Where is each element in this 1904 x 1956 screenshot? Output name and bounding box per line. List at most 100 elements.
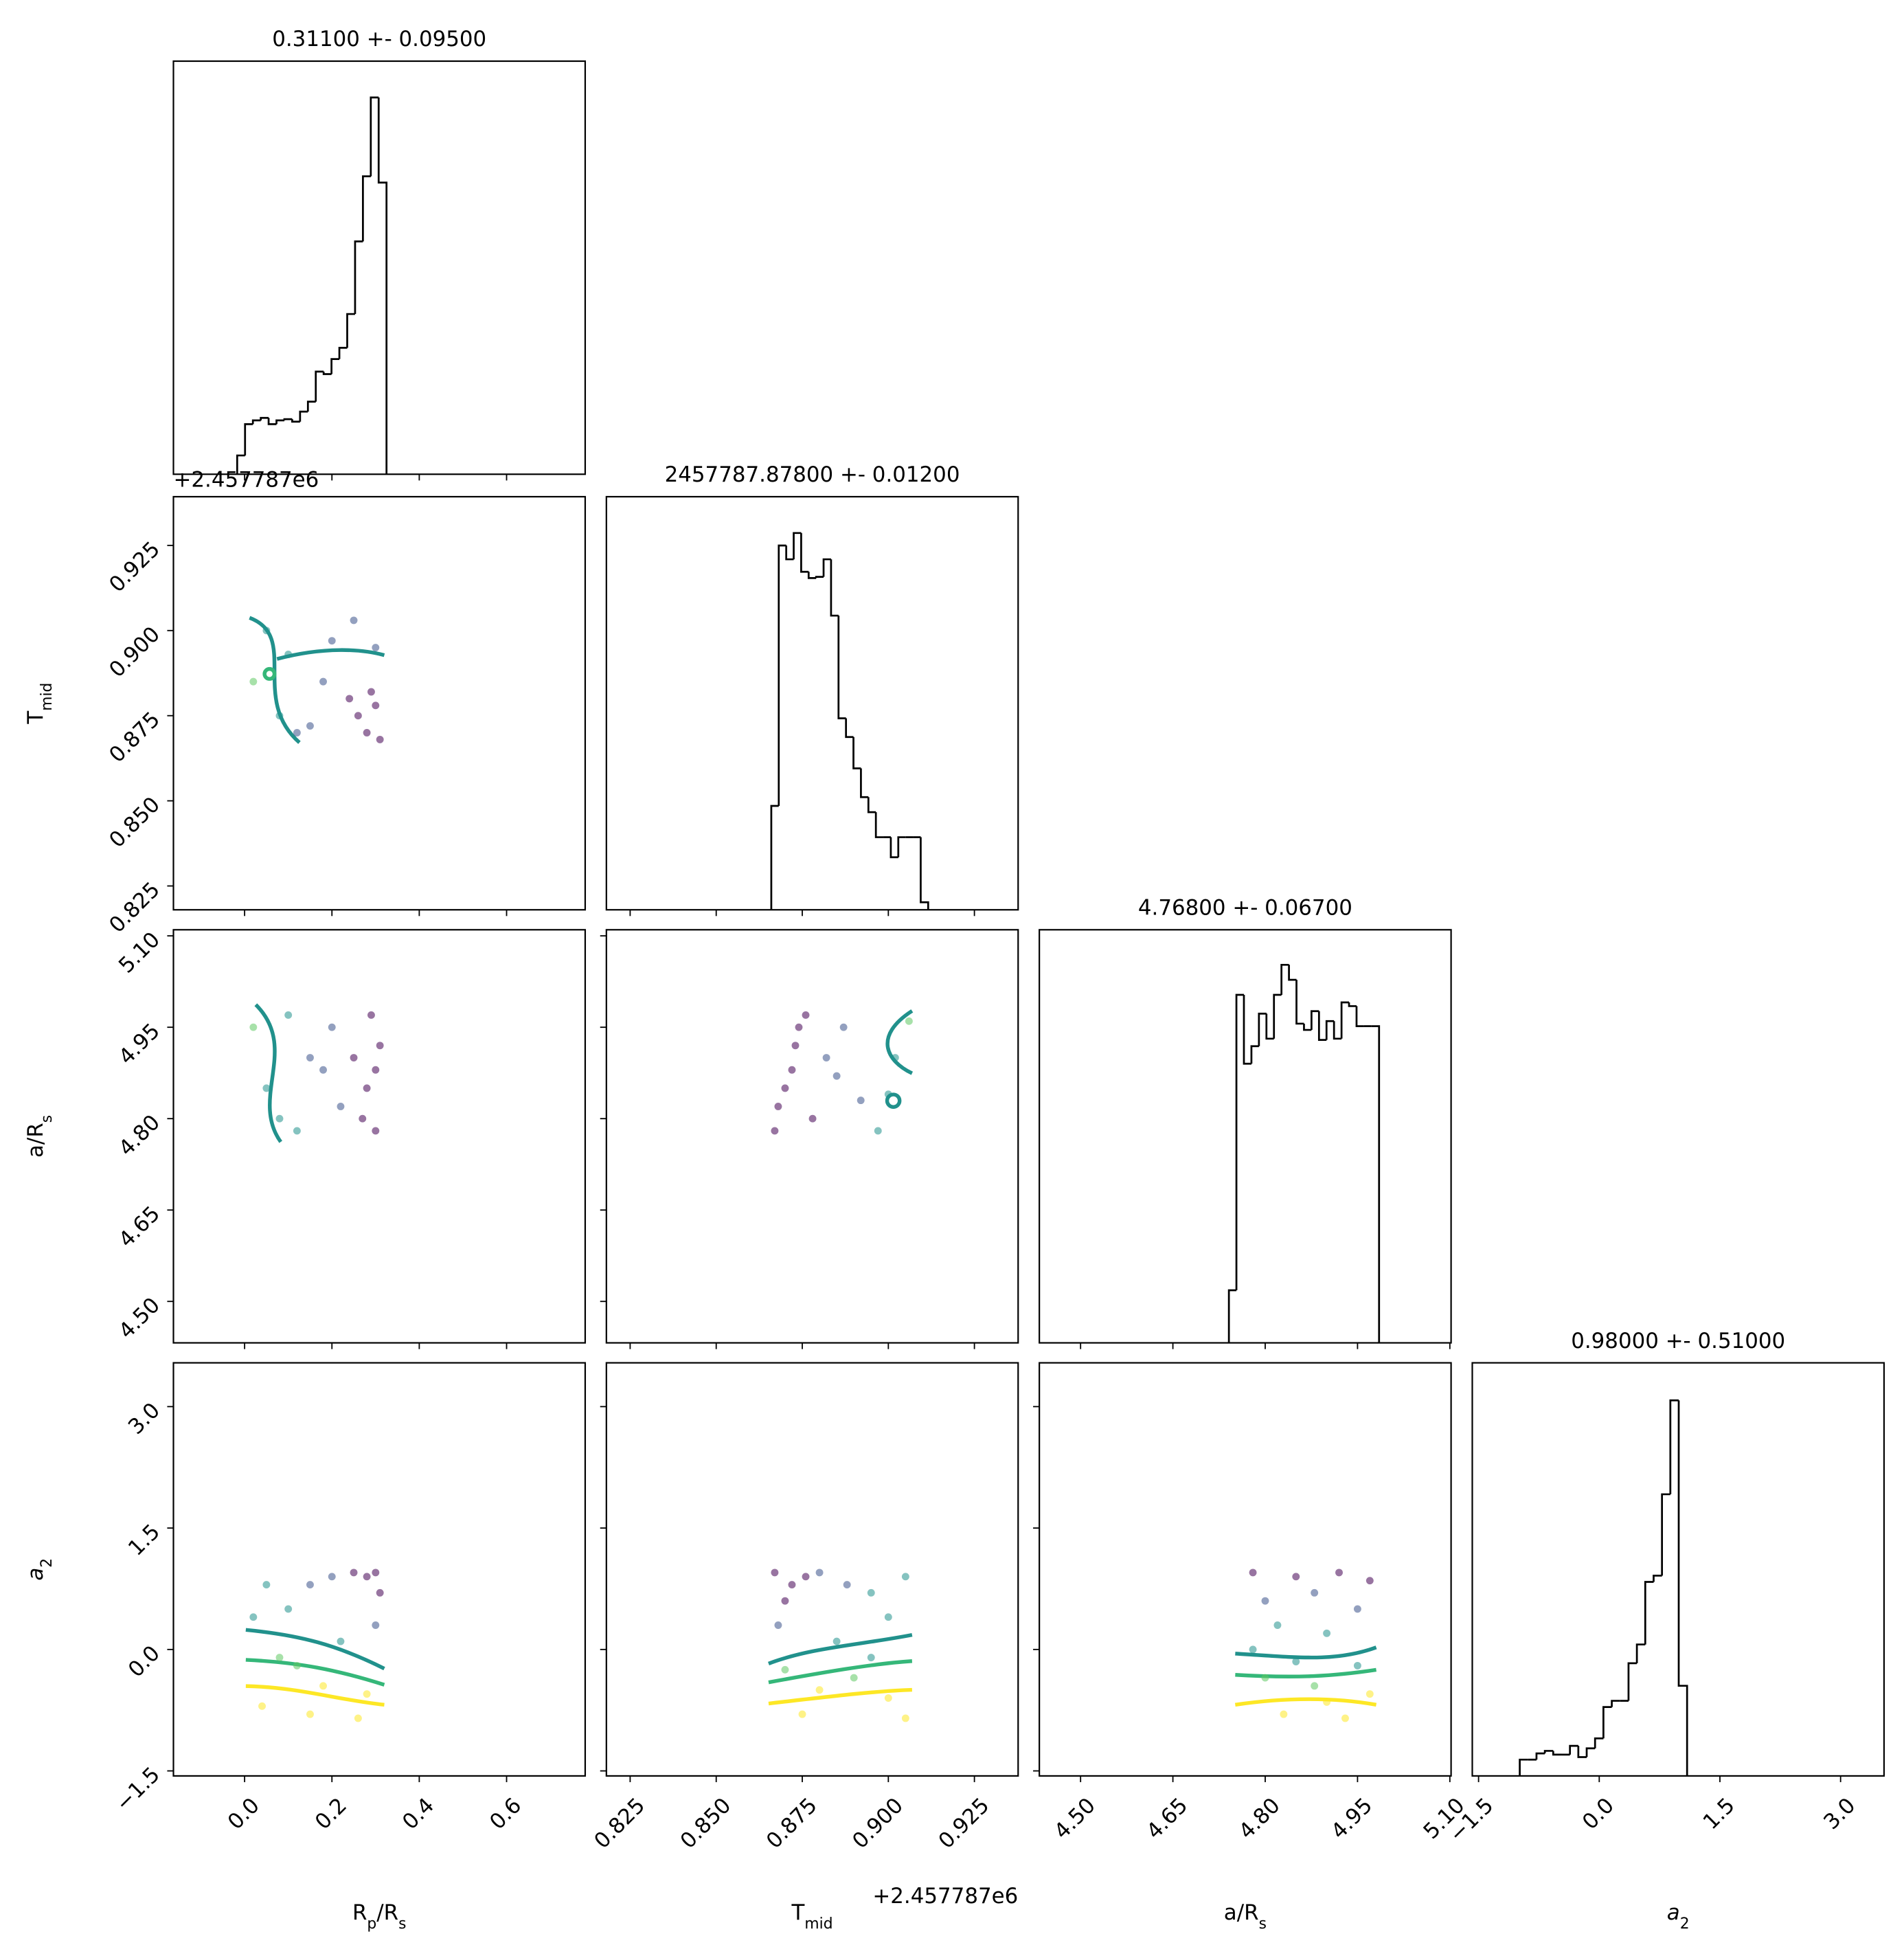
histogram-bin [1273,993,1282,1039]
sample-point [1323,1698,1331,1706]
axis-label-part: T [23,711,48,725]
histogram-bin [322,371,332,375]
histogram-bin [1644,1581,1654,1645]
histogram-bin [377,97,388,475]
x-tick-label: 4.80 [1234,1793,1285,1844]
x-tick-label: 0.900 [848,1793,908,1854]
panel [600,929,1019,1349]
histogram-bin [370,96,379,177]
sample-point [1323,1629,1331,1637]
contour [254,1003,282,1143]
sample-point [262,627,271,635]
histogram-bin [1535,1752,1545,1760]
axis-label-part: s [1259,1915,1267,1932]
histogram-bin [1280,963,1289,996]
sample-point [306,1054,314,1061]
sample-point [774,1621,782,1629]
panel-title: 4.76800 +- 0.06700 [1138,895,1352,920]
histogram-bin [1653,1575,1662,1582]
histogram-bin [306,401,316,412]
contour [768,1632,913,1665]
histogram-bin [1355,1006,1364,1027]
sample-point [367,1011,375,1019]
x-tick-label: 1.5 [1699,1793,1740,1834]
x-tick-label: 0.875 [762,1793,822,1854]
histogram-bin [807,572,817,579]
axis-label-part: s [398,1915,406,1932]
axes-frame [172,495,587,911]
axis-label: a/Rs [1224,1900,1267,1933]
sample-point [857,1097,865,1105]
contour [885,1092,902,1109]
sample-point [1353,1605,1361,1613]
sample-point [284,1011,293,1019]
sample-point [1273,1621,1282,1629]
sample-point [832,1637,841,1645]
histogram-bin [1552,1751,1562,1756]
histogram-bin [251,419,261,425]
x-tick-label: 0.2 [310,1793,352,1834]
sample-point [293,1127,301,1135]
axis-label-part: 2 [38,1558,55,1568]
sample-point [328,637,336,645]
contour [885,1009,914,1075]
sample-point [1292,1573,1300,1581]
axis-label: Rp/Rs [352,1900,406,1933]
axes-frame [172,60,587,475]
histogram-bin [920,837,929,910]
sample-point [798,1710,806,1718]
x-tick-label: 0.925 [933,1793,994,1854]
contour [245,1658,385,1687]
offset-text: +2.457787e6 [174,467,319,492]
sample-point [350,1054,358,1061]
histogram-bin [830,559,839,617]
sample-point [359,1114,367,1123]
x-tick-label: 4.50 [1050,1793,1100,1844]
sample-point [901,1573,909,1581]
histogram-bin [275,419,284,425]
histogram-bin [1295,980,1304,1025]
histogram-bin [283,418,293,420]
x-tick-label: 4.95 [1326,1793,1377,1844]
sample-point [781,1665,789,1674]
sample-point [372,1066,380,1074]
sample-point [284,1605,293,1613]
sample-point [901,1714,909,1722]
histogram-bin [315,370,324,402]
axes-frame [605,929,1019,1344]
histogram-bin [362,175,371,242]
sample-point [372,701,380,710]
axis-label: Tmid [791,1900,833,1933]
sample-point [249,1023,258,1031]
histogram-bin [1311,1010,1319,1031]
histogram-bin [1250,1045,1259,1064]
histogram-bin [1611,1700,1620,1707]
panel: 4.504.654.804.955.10 [114,928,587,1349]
sample-point [249,677,258,686]
sample-point [774,1103,782,1110]
histogram-bin [845,718,854,739]
axis-label-part: /R [376,1900,398,1925]
panel: 0.825 0.850 0.875 0.900 0.925 +2.457787e6 [104,467,587,938]
y-tick-label: 3.0 [124,1398,165,1439]
histogram-bin [346,313,355,348]
offset-text: +2.457787e6 [872,1884,1018,1909]
contour [245,1684,385,1707]
sample-point [1261,1597,1269,1605]
axis-label-part: a [23,1568,48,1581]
sample-point [832,1072,841,1080]
x-tick-label: 0.0 [1578,1793,1619,1834]
contour [1235,1645,1377,1660]
sample-point [1280,1710,1288,1718]
sample-point [363,1690,371,1698]
sample-point [367,688,375,696]
sample-point [795,1023,803,1031]
axis-label: a2 [1667,1900,1690,1933]
sample-point [306,1581,314,1589]
sample-point [262,1581,271,1589]
sample-point [372,1127,380,1135]
sample-point [905,1017,913,1025]
histogram-bin [770,805,779,910]
